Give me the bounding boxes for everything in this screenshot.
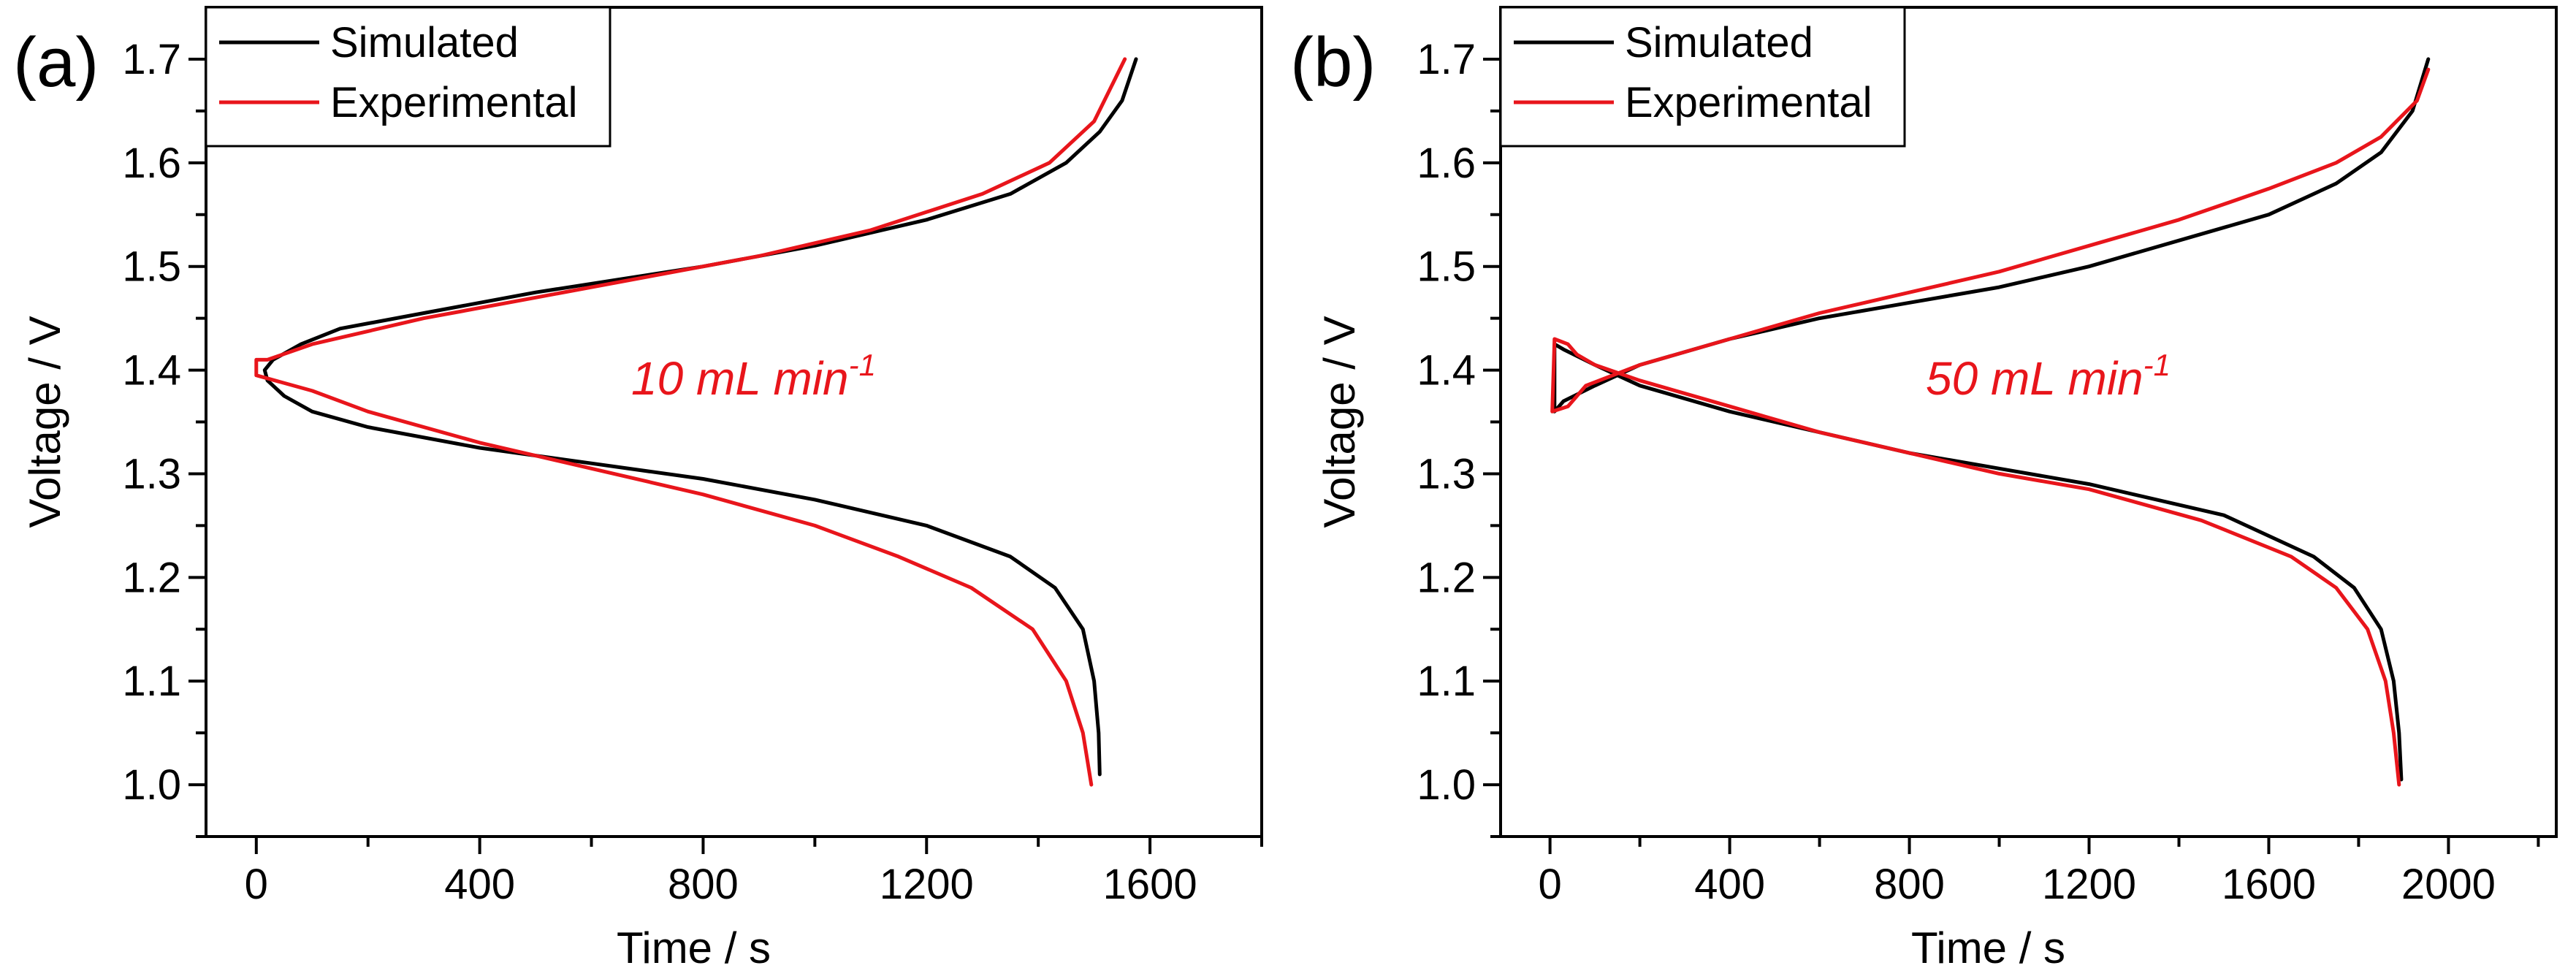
- legend: Simulated Experimental: [1499, 6, 1906, 148]
- series-line-experimental: [254, 57, 1127, 787]
- panel-label: (b): [1290, 23, 1376, 102]
- y-tick-label: 1.4: [1417, 347, 1476, 395]
- flow-rate-text: 10 mL min: [631, 352, 849, 405]
- x-tick-label: 1600: [1103, 861, 1197, 908]
- x-axis-label: Time / s: [1911, 923, 2065, 972]
- legend-box: [1499, 6, 1906, 148]
- chart-panel-b: 0 400 800 1200 1600 2000 1.0 1.1 1.2 1.3 1.4 1.5 1.6…: [1290, 6, 2558, 972]
- x-tick-label: 1200: [2042, 861, 2136, 908]
- y-tick-label: 1.5: [122, 243, 181, 291]
- y-tick-label: 1.5: [1417, 243, 1476, 291]
- x-tick-label: 2000: [2401, 861, 2496, 908]
- legend-box: [205, 6, 611, 148]
- y-tick-label: 1.2: [122, 554, 181, 601]
- y-tick-label: 1.1: [122, 658, 181, 705]
- series-line-experimental: [1550, 67, 2431, 787]
- x-tick-label: 400: [1694, 861, 1765, 908]
- panel-label: (a): [13, 23, 99, 102]
- legend: Simulated Experimental: [205, 6, 611, 148]
- x-tick-label: 800: [1874, 861, 1945, 908]
- x-tick-label: 1200: [880, 861, 974, 908]
- y-axis-label: Voltage / V: [1315, 316, 1364, 527]
- y-axis-label: Voltage / V: [20, 316, 69, 527]
- y-tick-label: 1.7: [1417, 36, 1476, 83]
- y-tick-label: 1.6: [1417, 140, 1476, 187]
- flow-rate-text: 50 mL min: [1926, 352, 2144, 405]
- x-tick-label: 1600: [2222, 861, 2316, 908]
- legend-label: Experimental: [1625, 79, 1872, 126]
- flow-rate-superscript: -1: [849, 348, 876, 382]
- y-tick-label: 1.7: [122, 36, 181, 83]
- legend-label: Simulated: [1625, 19, 1813, 66]
- y-tick-label: 1.3: [122, 450, 181, 498]
- y-tick-label: 1.0: [1417, 761, 1476, 809]
- x-axis-label: Time / s: [617, 923, 771, 972]
- chart-panel-a: 0 400 800 1200 1600 1.0 1.1 1.2 1.3 1.4 1.5 1.6 1.7 T…: [13, 6, 1263, 972]
- y-tick-label: 1.3: [1417, 450, 1476, 498]
- y-tick-label: 1.2: [1417, 554, 1476, 601]
- y-tick-label: 1.1: [1417, 658, 1476, 705]
- flow-rate-annotation: 50 mL min-1: [1926, 348, 2171, 405]
- x-tick-label: 0: [245, 861, 268, 908]
- flow-rate-annotation: 10 mL min-1: [631, 348, 876, 405]
- x-tick-label: 800: [668, 861, 739, 908]
- y-tick-label: 1.0: [122, 761, 181, 809]
- series-line-simulated: [262, 57, 1138, 777]
- y-tick-label: 1.4: [122, 347, 181, 395]
- x-tick-label: 0: [1539, 861, 1562, 908]
- flow-rate-superscript: -1: [2144, 348, 2171, 382]
- x-tick-label: 400: [444, 861, 515, 908]
- legend-label: Experimental: [330, 79, 577, 126]
- legend-label: Simulated: [330, 19, 519, 66]
- y-tick-label: 1.6: [122, 140, 181, 187]
